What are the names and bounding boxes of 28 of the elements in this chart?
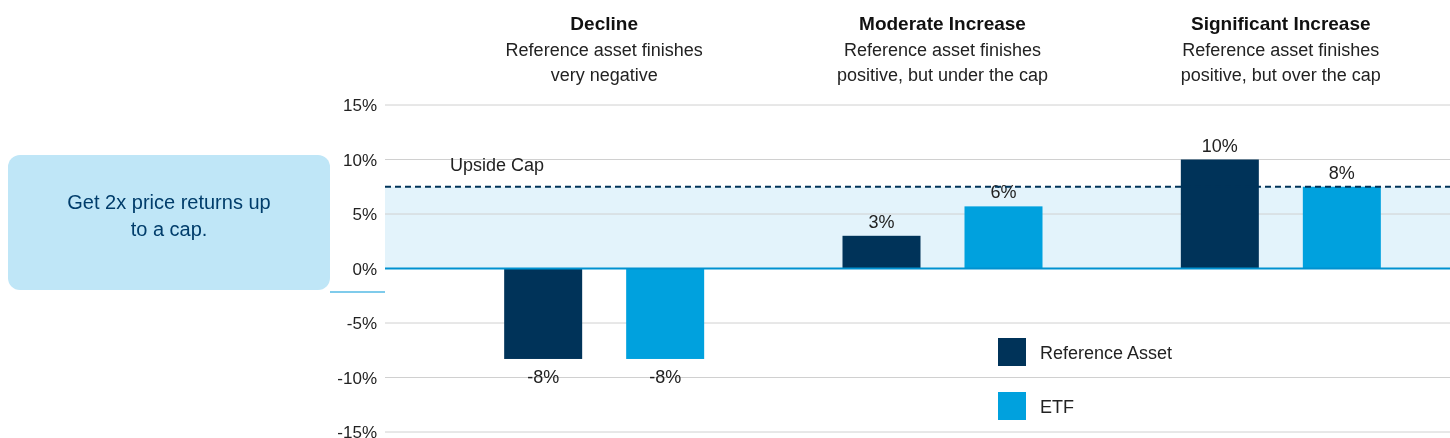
y-tick-label: -15%	[337, 423, 377, 438]
y-tick-label: 0%	[352, 259, 377, 279]
y-tick-label: -10%	[337, 368, 377, 388]
text: Get 2x price returns up to a cap.	[67, 191, 271, 240]
legend-label: ETF	[1040, 397, 1074, 417]
text: Reference asset finishes positive, but under the cap	[836, 40, 1049, 85]
text: Reference asset finishes very negative	[505, 40, 703, 85]
data-label: -8%	[649, 366, 682, 387]
ref-line-label: Upside Cap	[450, 154, 545, 175]
y-tick-label: 5%	[352, 205, 377, 224]
y-tick-label: -5%	[346, 314, 377, 333]
data-label: 8%	[1328, 162, 1355, 183]
y-tick-label: 10%	[342, 150, 377, 170]
y-tick-label: 15%	[342, 96, 377, 115]
data-label: 6%	[990, 182, 1017, 203]
legend-label: Reference Asset	[1040, 343, 1173, 363]
data-label: -8%	[527, 366, 560, 387]
bar	[504, 268, 583, 359]
x-tick-label: Decline	[570, 13, 638, 34]
x-tick-label: Significant Increase	[1191, 13, 1371, 34]
text: Reference asset finishes positive, but over the cap	[1180, 40, 1381, 85]
bar	[1302, 186, 1381, 269]
x-tick-label: Moderate Increase	[859, 13, 1026, 34]
data-label: 3%	[868, 211, 895, 232]
bar	[842, 235, 921, 269]
data-label: 10%	[1201, 135, 1238, 156]
bar	[964, 206, 1043, 269]
bar	[626, 268, 705, 359]
